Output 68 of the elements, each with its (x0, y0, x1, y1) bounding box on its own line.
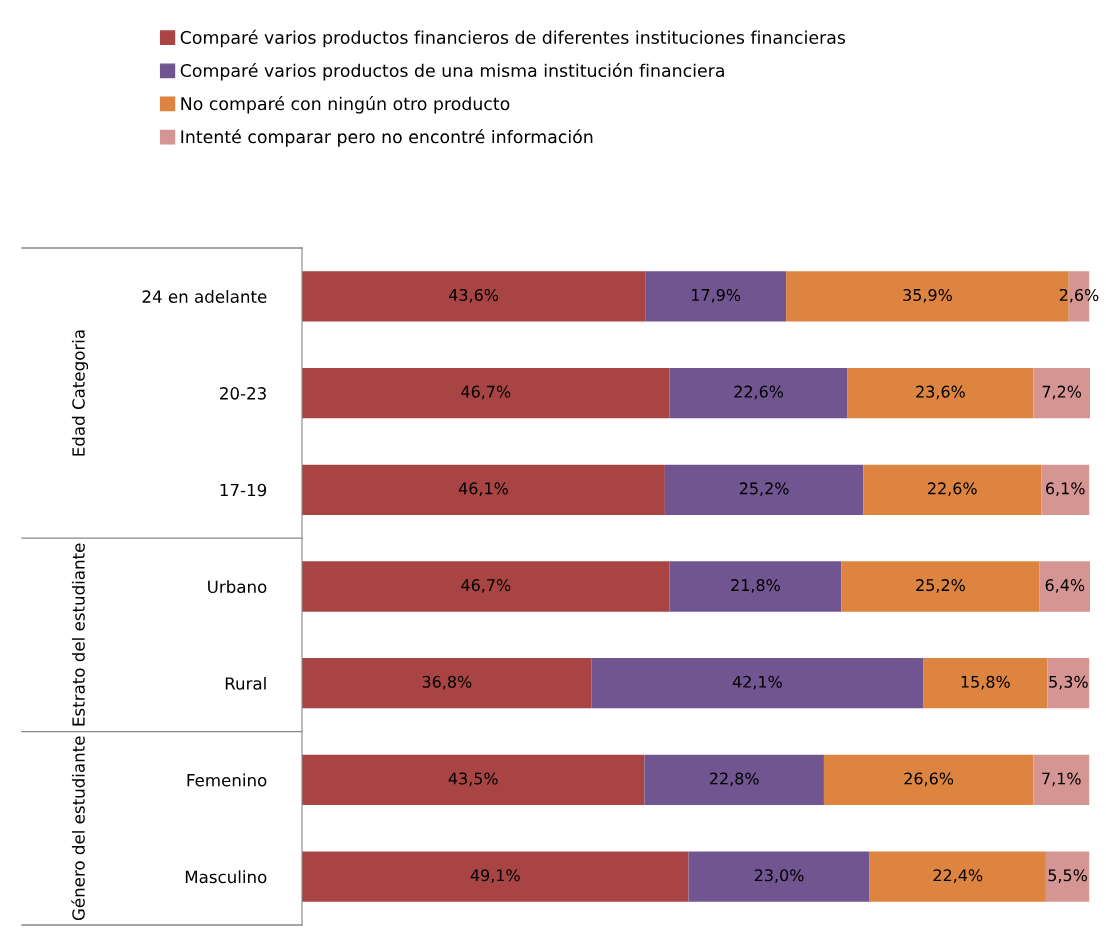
bar (302, 754, 645, 806)
bar (645, 271, 787, 322)
data-label: 5,5% (1048, 869, 1087, 883)
data-label: 26,6% (904, 772, 954, 787)
bar (302, 658, 592, 709)
data-label: 22,6% (734, 385, 784, 400)
bar (923, 658, 1048, 709)
bar (1033, 754, 1090, 806)
y-tick-label: Masculino (185, 870, 267, 884)
bar (664, 464, 864, 515)
bar (591, 658, 924, 709)
data-label: 22,6% (928, 482, 977, 497)
bar (688, 851, 870, 902)
data-label: 6,1% (1046, 482, 1085, 497)
data-label: 22,8% (709, 772, 759, 787)
bar (863, 464, 1042, 515)
data-label: 7,2% (1042, 385, 1082, 400)
data-label: 46,7% (461, 385, 511, 400)
data-label: 5,3% (1049, 675, 1088, 690)
bar (302, 851, 689, 902)
bar (302, 271, 646, 322)
y-tick-label: Femenino (187, 773, 267, 787)
legend-label: Intenté comparar pero no encontré información (181, 129, 593, 147)
data-label: 6,4% (1045, 579, 1085, 593)
legend-label: Comparé varios productos de una misma institución financiera (180, 62, 724, 81)
bar (644, 754, 824, 806)
legend-label: No comparé con ningún otro producto (181, 96, 510, 114)
bar (869, 851, 1046, 902)
data-label: 35,9% (903, 288, 952, 303)
data-label: 23,0% (754, 869, 804, 883)
y-tick-label: Rural (225, 676, 266, 690)
y-tick-label: Urbano (208, 580, 267, 594)
data-label: 7,1% (1042, 772, 1081, 787)
bar (669, 367, 848, 419)
bar (847, 367, 1034, 419)
y-tick-label: 24 en adelante (142, 290, 267, 303)
bar (669, 561, 842, 612)
data-label: 21,8% (731, 579, 780, 593)
bar (302, 464, 665, 515)
legend-label: Comparé varios productos financieros de diferentes instituciones financieras (180, 29, 846, 48)
text: Estrato del estudiante (71, 543, 85, 726)
data-label: 43,5% (448, 772, 498, 787)
data-label: 49,1% (470, 869, 520, 883)
bar (823, 754, 1034, 806)
data-label: 17,9% (692, 288, 741, 303)
y-tick-label: 17-19 (220, 483, 267, 497)
data-label: 25,2% (739, 482, 789, 497)
bar (1033, 367, 1090, 419)
data-label: 15,8% (961, 675, 1010, 690)
data-label: 43,6% (449, 288, 499, 303)
data-label: 23,6% (916, 385, 965, 400)
data-label: 46,7% (461, 579, 511, 593)
data-label: 46,1% (458, 482, 508, 497)
data-label: 42,1% (732, 675, 782, 690)
data-label: 36,8% (422, 675, 472, 690)
bar (1047, 658, 1090, 709)
data-label: 22,4% (933, 869, 983, 883)
y-tick-label: 20-23 (220, 387, 266, 400)
data-label: 25,2% (916, 579, 965, 593)
bar (1041, 464, 1090, 515)
text: Edad Categoria (71, 330, 89, 456)
bar (1045, 851, 1090, 902)
bar (302, 367, 670, 419)
bar (302, 561, 670, 612)
data-label: 2,6% (1059, 288, 1099, 303)
bar (1039, 561, 1090, 612)
bar (841, 561, 1040, 612)
text: Género del estudiante (71, 736, 85, 921)
